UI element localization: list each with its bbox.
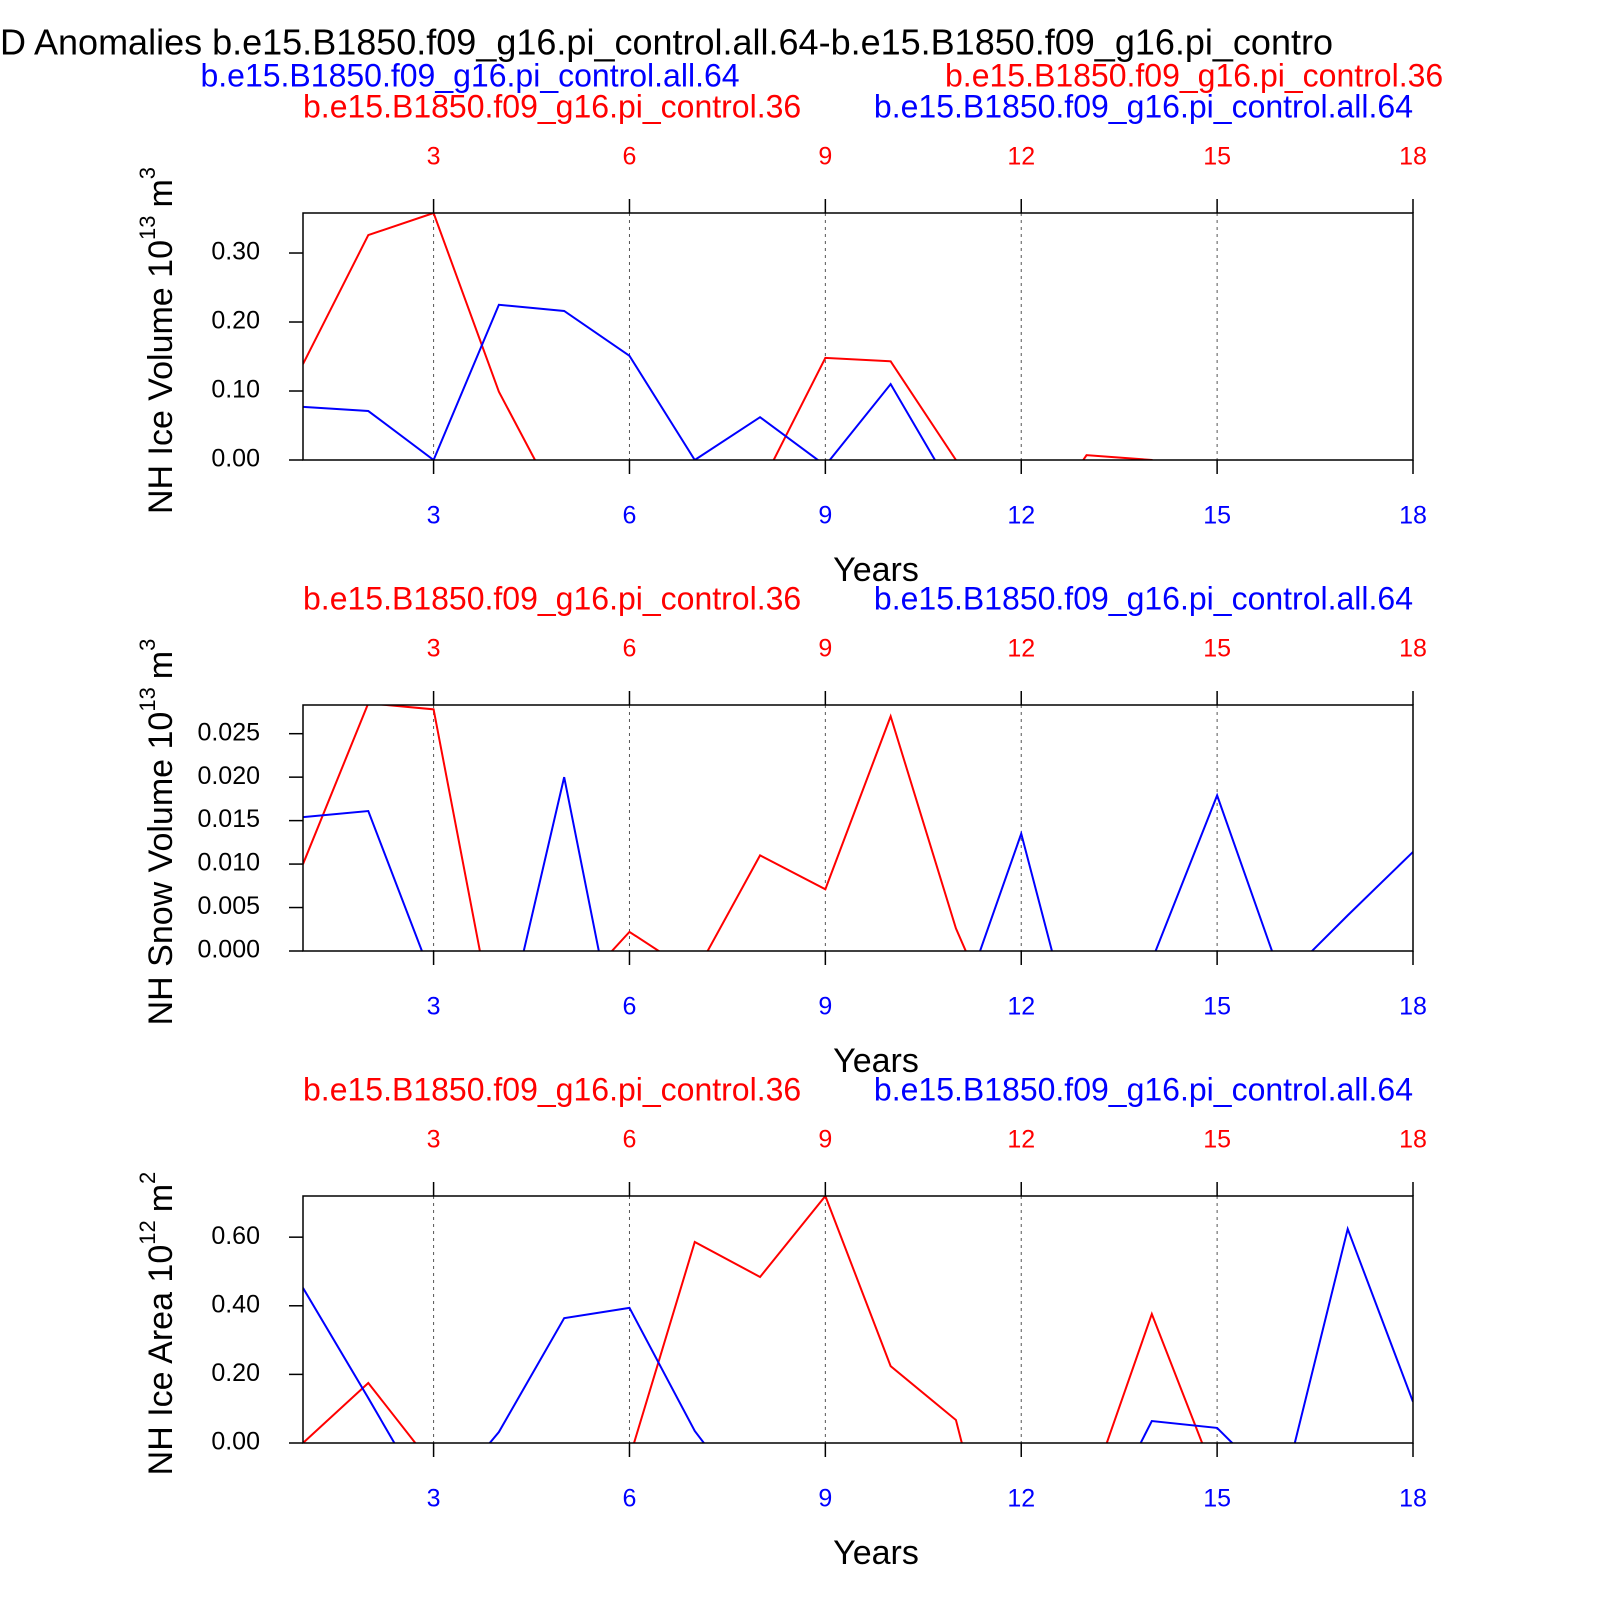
y-axis-label-part: 2 — [135, 1172, 160, 1184]
y-axis-label: NH Ice Volume 1013 m3 — [135, 167, 180, 514]
y-axis-label-part: 3 — [135, 167, 160, 179]
y-tick-label: 0.20 — [211, 307, 260, 335]
x-tick-label: 9 — [818, 502, 832, 530]
y-axis-label-part: m — [142, 651, 180, 679]
y-tick-label: 0.00 — [211, 1428, 260, 1456]
series-name: b.e15.B1850.f09_g16.pi_control.36 — [303, 1071, 801, 1107]
x-tick-label: 12 — [1007, 993, 1035, 1021]
series-line — [303, 1196, 1204, 1443]
x-tick-label: 12 — [1007, 502, 1035, 530]
series-line — [303, 213, 1154, 460]
y-axis-label: NH Ice Area 1012 m2 — [135, 1172, 180, 1476]
top-x-tick-label: 9 — [818, 1126, 832, 1154]
top-x-tick-label: 6 — [623, 635, 637, 663]
x-axis-label: Years — [833, 551, 919, 589]
series-line — [303, 1225, 1413, 1443]
y-axis-label-part: 13 — [135, 216, 160, 240]
y-axis-label-part: m — [142, 179, 180, 207]
x-tick-label: 15 — [1203, 1485, 1231, 1513]
top-x-tick-label: 12 — [1007, 1126, 1035, 1154]
header-label: b.e15.B1850.f09_g16.pi_control.all.64 — [200, 57, 739, 93]
plot-frame — [302, 212, 1414, 461]
header-label: b.e15.B1850.f09_g16.pi_control.36 — [945, 57, 1443, 93]
x-tick-label: 3 — [427, 993, 441, 1021]
series-name: b.e15.B1850.f09_g16.pi_control.all.64 — [874, 580, 1413, 616]
figure-title: D Anomalies b.e15.B1850.f09_g16.pi_contr… — [0, 22, 1333, 63]
x-axis-label: Years — [833, 1534, 919, 1572]
y-tick-label: 0.60 — [211, 1222, 260, 1250]
series-line — [303, 303, 937, 460]
top-x-tick-label: 15 — [1203, 143, 1231, 171]
series-name: b.e15.B1850.f09_g16.pi_control.36 — [303, 88, 801, 124]
y-tick-label: 0.000 — [197, 936, 260, 964]
top-x-tick-label: 6 — [623, 143, 637, 171]
x-tick-label: 18 — [1399, 993, 1427, 1021]
top-x-tick-label: 3 — [427, 635, 441, 663]
y-tick-label: 0.020 — [197, 762, 260, 790]
x-tick-label: 6 — [623, 993, 637, 1021]
top-x-tick-label: 15 — [1203, 635, 1231, 663]
top-x-tick-label: 15 — [1203, 1126, 1231, 1154]
plot-frame — [302, 1195, 1414, 1444]
y-axis-label-part: NH Ice Area 10 — [142, 1245, 180, 1476]
top-x-tick-label: 18 — [1399, 635, 1427, 663]
y-axis-label-part: m — [142, 1184, 180, 1212]
x-tick-label: 18 — [1399, 502, 1427, 530]
y-axis-label: NH Snow Volume 1013 m3 — [135, 639, 180, 1026]
y-tick-label: 0.20 — [211, 1359, 260, 1387]
x-tick-label: 6 — [623, 1485, 637, 1513]
top-x-tick-label: 9 — [818, 143, 832, 171]
series-name: b.e15.B1850.f09_g16.pi_control.all.64 — [874, 88, 1413, 124]
y-axis-label-part: 12 — [135, 1220, 160, 1244]
top-x-tick-label: 3 — [427, 143, 441, 171]
series-line — [303, 705, 967, 951]
y-tick-label: 0.005 — [197, 892, 260, 920]
y-tick-label: 0.015 — [197, 805, 260, 833]
x-tick-label: 12 — [1007, 1485, 1035, 1513]
x-tick-label: 18 — [1399, 1485, 1427, 1513]
x-tick-label: 15 — [1203, 502, 1231, 530]
top-x-tick-label: 12 — [1007, 635, 1035, 663]
top-x-tick-label: 6 — [623, 1126, 637, 1154]
top-x-tick-label: 12 — [1007, 143, 1035, 171]
plot-frame — [302, 704, 1414, 952]
top-x-tick-label: 3 — [427, 1126, 441, 1154]
y-axis-label-part: NH Snow Volume 10 — [142, 712, 180, 1026]
top-x-tick-label: 18 — [1399, 1126, 1427, 1154]
y-axis-label-part: NH Ice Volume 10 — [142, 240, 180, 514]
y-tick-label: 0.025 — [197, 718, 260, 746]
top-x-tick-label: 18 — [1399, 143, 1427, 171]
y-tick-label: 0.010 — [197, 849, 260, 877]
x-tick-label: 9 — [818, 1485, 832, 1513]
top-x-tick-label: 9 — [818, 635, 832, 663]
y-axis-label-part: 3 — [135, 639, 160, 651]
y-axis-label-part: 13 — [135, 687, 160, 711]
series-name: b.e15.B1850.f09_g16.pi_control.all.64 — [874, 1071, 1413, 1107]
x-tick-label: 15 — [1203, 993, 1231, 1021]
y-tick-label: 0.00 — [211, 445, 260, 473]
x-tick-label: 3 — [427, 502, 441, 530]
y-tick-label: 0.40 — [211, 1290, 260, 1318]
series-line — [303, 776, 1413, 951]
x-tick-label: 6 — [623, 502, 637, 530]
series-name: b.e15.B1850.f09_g16.pi_control.36 — [303, 580, 801, 616]
x-axis-label: Years — [833, 1042, 919, 1080]
y-tick-label: 0.30 — [211, 238, 260, 266]
x-tick-label: 9 — [818, 993, 832, 1021]
y-tick-label: 0.10 — [211, 376, 260, 404]
x-tick-label: 3 — [427, 1485, 441, 1513]
